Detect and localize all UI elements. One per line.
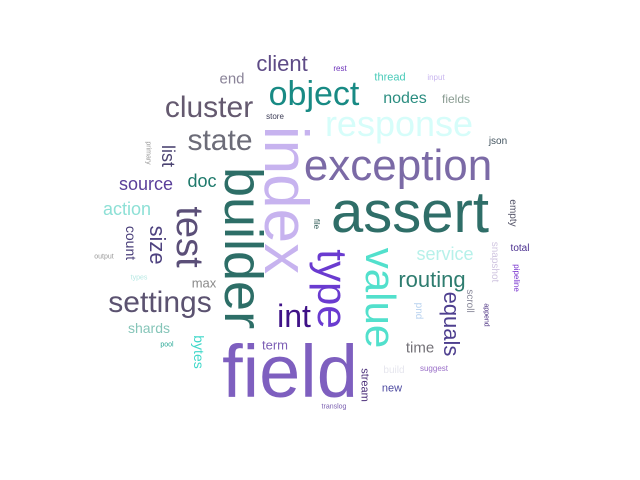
word: store <box>266 112 284 121</box>
word: equals <box>439 291 464 357</box>
word: input <box>427 73 445 82</box>
word: output <box>94 253 114 261</box>
word: end <box>219 70 245 88</box>
word: snapshot <box>489 241 500 283</box>
word: json <box>488 136 508 147</box>
word: field <box>222 330 358 413</box>
word: rest <box>333 64 347 73</box>
word: type <box>309 249 356 329</box>
word: shards <box>127 320 171 336</box>
word: pipeline <box>512 264 521 292</box>
word: fields <box>441 92 471 106</box>
word: cluster <box>164 91 254 124</box>
word: client <box>256 51 308 76</box>
word: settings <box>108 286 212 319</box>
word: suggest <box>419 364 449 373</box>
word: size <box>145 225 170 265</box>
word: scroll <box>464 289 475 313</box>
word: object <box>268 75 360 113</box>
word: time <box>405 339 435 357</box>
word: doc <box>187 171 217 191</box>
word: stream <box>358 368 371 402</box>
word: value <box>357 247 404 349</box>
word: pnd <box>413 302 424 320</box>
word: term <box>262 337 288 353</box>
word: file <box>312 218 321 230</box>
word: builder <box>213 166 273 330</box>
word: primary <box>144 141 152 165</box>
word: routing <box>398 267 466 292</box>
word: types <box>130 274 148 282</box>
word: empty <box>507 199 518 227</box>
word: new <box>381 382 403 395</box>
word: source <box>118 174 174 194</box>
word: pool <box>160 341 174 349</box>
word: nodes <box>383 90 427 107</box>
word: test <box>168 206 210 268</box>
word: bytes <box>191 335 207 369</box>
word: action <box>102 199 152 219</box>
word: translog <box>321 403 347 411</box>
word: exception <box>303 141 493 190</box>
word: response <box>324 103 474 144</box>
word: state <box>187 124 253 157</box>
word: build <box>383 365 405 376</box>
word: max <box>191 275 217 291</box>
word: count <box>123 225 139 261</box>
word: list <box>158 145 178 167</box>
word: append <box>482 303 490 327</box>
word: thread <box>374 71 406 84</box>
word: service <box>416 244 474 264</box>
word: assert <box>331 180 489 245</box>
word: int <box>277 298 311 334</box>
word: total <box>510 243 530 254</box>
